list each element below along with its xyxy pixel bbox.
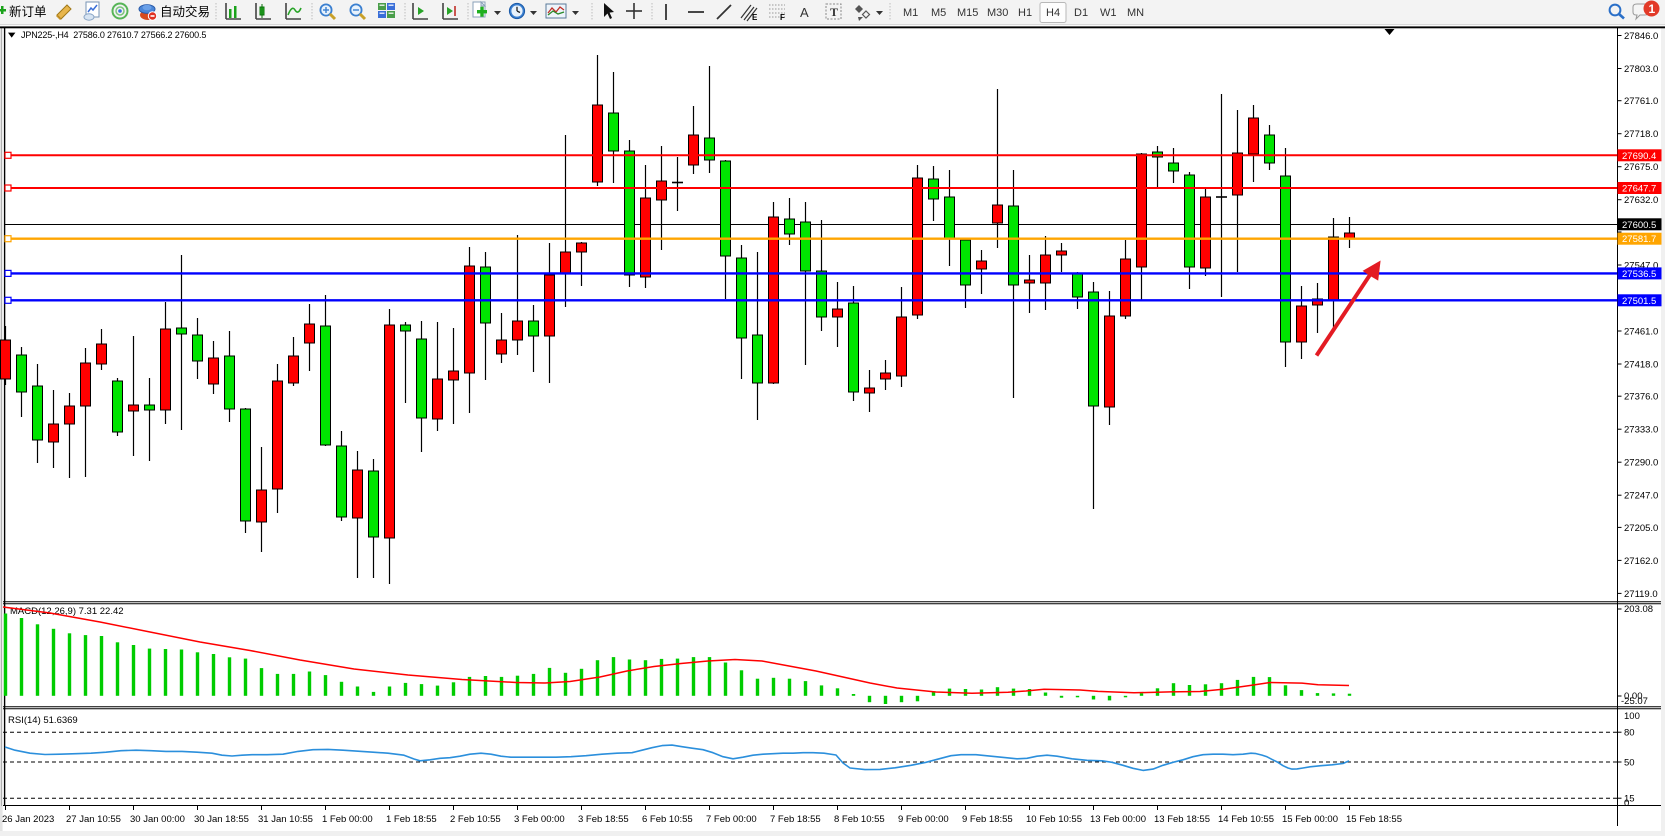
svg-text:M5: M5: [931, 7, 946, 19]
svg-text:9 Feb 00:00: 9 Feb 00:00: [898, 814, 949, 825]
svg-text:1 Feb 00:00: 1 Feb 00:00: [322, 814, 373, 825]
svg-text:8 Feb 10:55: 8 Feb 10:55: [834, 814, 885, 825]
svg-text:50: 50: [1624, 758, 1635, 769]
svg-text:JPN225-,H4 27586.0 27610.7 27: JPN225-,H4 27586.0 27610.7 27566.2 27600…: [21, 30, 206, 40]
svg-text:203.08: 203.08: [1624, 604, 1653, 615]
svg-text:6 Feb 10:55: 6 Feb 10:55: [642, 814, 693, 825]
svg-text:F: F: [780, 13, 785, 22]
svg-text:100: 100: [1624, 711, 1640, 722]
svg-text:-25.07: -25.07: [1621, 696, 1648, 707]
svg-text:D1: D1: [1074, 7, 1088, 19]
svg-text:M1: M1: [903, 7, 918, 19]
svg-text:27690.4: 27690.4: [1622, 151, 1656, 162]
svg-text:2 Feb 10:55: 2 Feb 10:55: [450, 814, 501, 825]
svg-text:13 Feb 00:00: 13 Feb 00:00: [1090, 814, 1146, 825]
svg-text:T: T: [830, 5, 838, 19]
svg-text:0: 0: [1624, 798, 1629, 809]
svg-text:27536.5: 27536.5: [1622, 269, 1656, 280]
svg-text:MACD(12,26,9) 7.31 22.42: MACD(12,26,9) 7.31 22.42: [10, 606, 124, 617]
svg-text:26 Jan 2023: 26 Jan 2023: [2, 814, 54, 825]
svg-text:W1: W1: [1100, 7, 1117, 19]
svg-text:H1: H1: [1018, 7, 1032, 19]
svg-text:RSI(14) 51.6369: RSI(14) 51.6369: [8, 715, 78, 726]
svg-text:27 Jan 10:55: 27 Jan 10:55: [66, 814, 121, 825]
svg-text:M30: M30: [987, 7, 1008, 19]
svg-text:自动交易: 自动交易: [160, 4, 210, 19]
svg-text:MN: MN: [1127, 7, 1144, 19]
svg-text:27205.0: 27205.0: [1624, 523, 1658, 534]
svg-text:7 Feb 00:00: 7 Feb 00:00: [706, 814, 757, 825]
svg-text:E: E: [752, 13, 758, 22]
svg-text:27803.0: 27803.0: [1624, 64, 1658, 75]
svg-text:3 Feb 00:00: 3 Feb 00:00: [514, 814, 565, 825]
svg-text:7 Feb 18:55: 7 Feb 18:55: [770, 814, 821, 825]
svg-text:27600.5: 27600.5: [1622, 220, 1656, 231]
svg-text:30 Jan 18:55: 30 Jan 18:55: [194, 814, 249, 825]
svg-text:30 Jan 00:00: 30 Jan 00:00: [130, 814, 185, 825]
svg-text:27376.0: 27376.0: [1624, 392, 1658, 403]
svg-text:M15: M15: [957, 7, 978, 19]
svg-text:14 Feb 10:55: 14 Feb 10:55: [1218, 814, 1274, 825]
svg-text:27162.0: 27162.0: [1624, 556, 1658, 567]
svg-text:27247.0: 27247.0: [1624, 491, 1658, 502]
svg-text:31 Jan 10:55: 31 Jan 10:55: [258, 814, 313, 825]
svg-text:1: 1: [1649, 2, 1656, 16]
svg-text:0.00: 0.00: [1624, 691, 1643, 702]
svg-text:27290.0: 27290.0: [1624, 458, 1658, 469]
svg-text:9 Feb 18:55: 9 Feb 18:55: [962, 814, 1013, 825]
svg-text:27647.7: 27647.7: [1622, 184, 1656, 195]
svg-text:27418.0: 27418.0: [1624, 360, 1658, 371]
svg-text:27501.5: 27501.5: [1622, 296, 1656, 307]
svg-text:27761.0: 27761.0: [1624, 96, 1658, 107]
svg-text:27547.0: 27547.0: [1624, 261, 1658, 272]
svg-text:15 Feb 18:55: 15 Feb 18:55: [1346, 814, 1402, 825]
svg-text:A: A: [800, 5, 809, 20]
svg-text:15 Feb 00:00: 15 Feb 00:00: [1282, 814, 1338, 825]
svg-text:27581.7: 27581.7: [1622, 234, 1656, 245]
svg-text:新订单: 新订单: [9, 4, 47, 19]
svg-text:13 Feb 18:55: 13 Feb 18:55: [1154, 814, 1210, 825]
svg-text:27718.0: 27718.0: [1624, 129, 1658, 140]
svg-text:27333.0: 27333.0: [1624, 425, 1658, 436]
svg-text:27846.0: 27846.0: [1624, 31, 1658, 42]
svg-text:27119.0: 27119.0: [1624, 589, 1658, 600]
svg-text:27675.0: 27675.0: [1624, 162, 1658, 173]
svg-text:3 Feb 18:55: 3 Feb 18:55: [578, 814, 629, 825]
svg-text:80: 80: [1624, 728, 1635, 739]
svg-text:H4: H4: [1046, 7, 1060, 19]
svg-text:1 Feb 18:55: 1 Feb 18:55: [386, 814, 437, 825]
svg-text:10 Feb 10:55: 10 Feb 10:55: [1026, 814, 1082, 825]
svg-text:27632.0: 27632.0: [1624, 195, 1658, 206]
svg-text:27461.0: 27461.0: [1624, 327, 1658, 338]
svg-text:15: 15: [1624, 794, 1635, 805]
